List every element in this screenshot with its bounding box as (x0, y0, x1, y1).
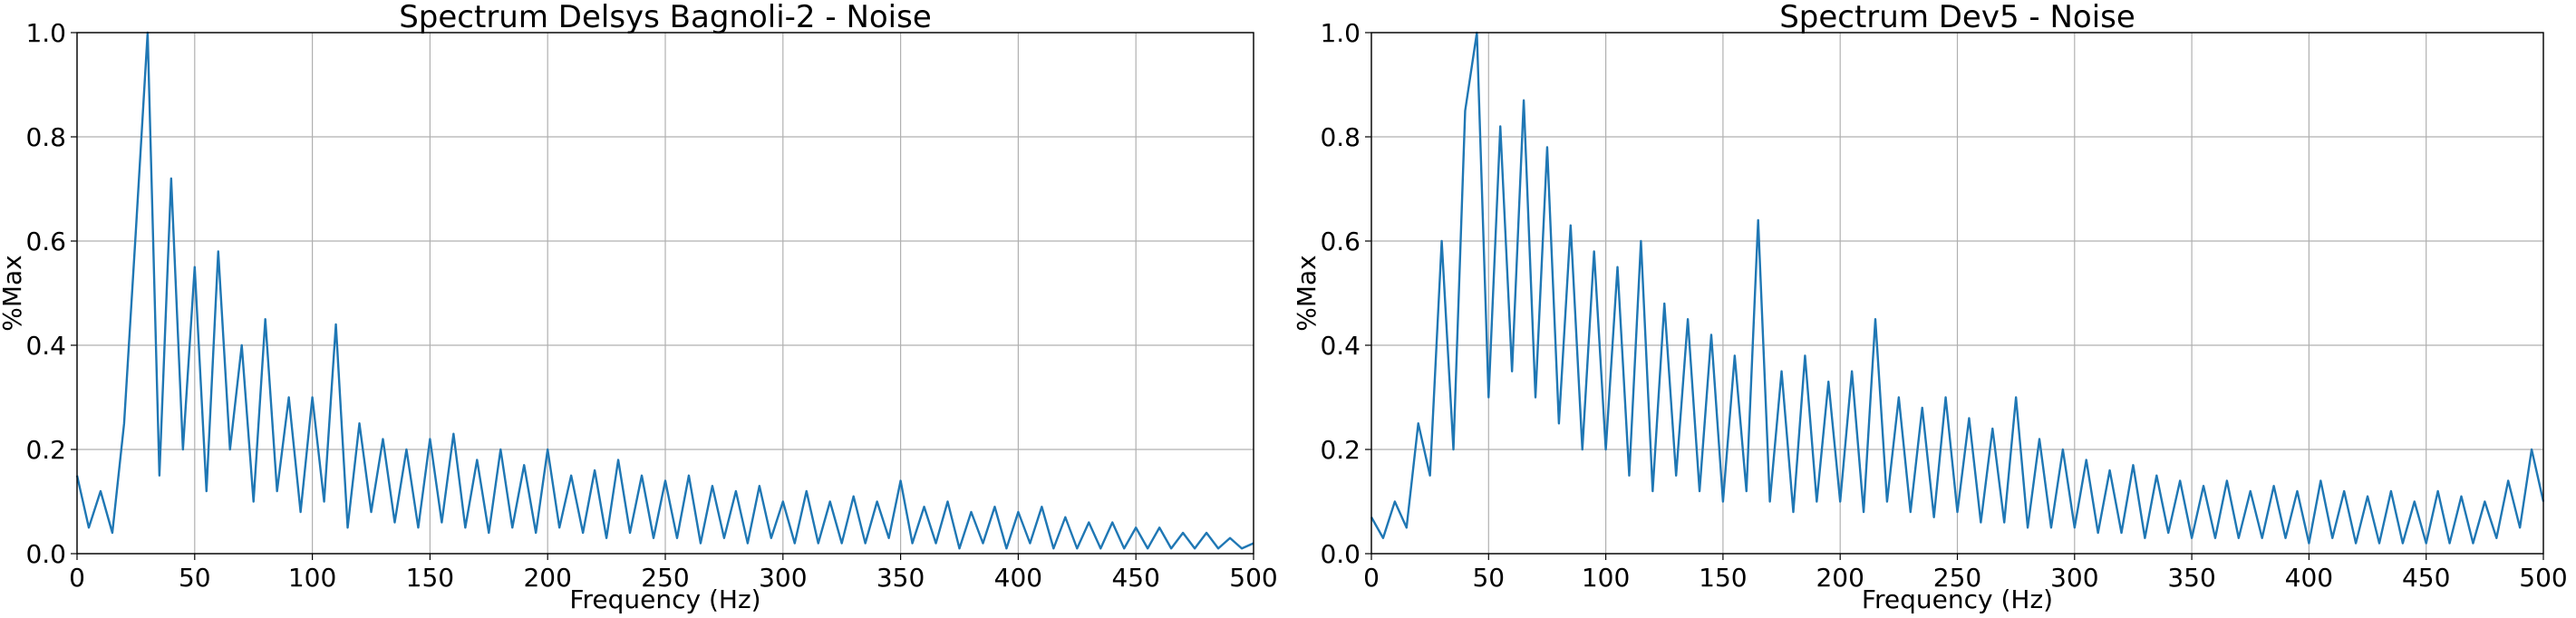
x-tick-label: 250 (641, 563, 689, 593)
plot-frame (76, 32, 1254, 555)
x-tick-label: 50 (1472, 563, 1505, 593)
spectrum-line (1370, 31, 2545, 545)
plot-frame (1370, 32, 2544, 555)
y-tick-label: 0.4 (25, 331, 66, 361)
y-tick-label: 0.6 (25, 227, 66, 256)
y-tick-label: 0.6 (1320, 227, 1361, 256)
chart-title: Spectrum Dev5 - Noise (1779, 0, 2135, 35)
y-tick-label: 0.0 (1320, 539, 1361, 569)
y-tick-label: 0.0 (25, 539, 66, 569)
x-tick-label: 100 (288, 563, 336, 593)
y-tick-label: 0.8 (1320, 122, 1361, 152)
y-axis-label: %Max (0, 255, 27, 332)
x-tick-label: 500 (1229, 563, 1277, 593)
spectrum-line (75, 31, 1254, 550)
chart-title: Spectrum Delsys Bagnoli-2 - Noise (399, 0, 932, 35)
x-tick-label: 0 (69, 563, 85, 593)
x-tick-label: 0 (1363, 563, 1380, 593)
y-axis-label: %Max (1292, 255, 1322, 332)
x-tick-label: 350 (2167, 563, 2215, 593)
x-tick-label: 200 (523, 563, 571, 593)
x-tick-label: 150 (1699, 563, 1747, 593)
x-tick-label: 250 (1933, 563, 1981, 593)
x-tick-label: 100 (1582, 563, 1630, 593)
x-tick-label: 400 (2285, 563, 2333, 593)
x-tick-label: 400 (994, 563, 1042, 593)
x-tick-label: 300 (759, 563, 807, 593)
y-tick-label: 0.2 (1320, 435, 1361, 465)
x-axis-label: Frequency (Hz) (1862, 584, 2053, 614)
x-tick-label: 50 (179, 563, 211, 593)
y-tick-label: 1.0 (25, 18, 66, 48)
x-tick-label: 150 (406, 563, 454, 593)
x-tick-label: 500 (2519, 563, 2567, 593)
x-tick-label: 300 (2050, 563, 2098, 593)
y-tick-label: 0.2 (25, 435, 66, 465)
x-tick-label: 350 (876, 563, 925, 593)
y-tick-label: 0.8 (25, 122, 66, 152)
x-tick-label: 200 (1816, 563, 1864, 593)
x-axis-label: Frequency (Hz) (569, 584, 760, 614)
y-tick-label: 0.4 (1320, 331, 1361, 361)
y-tick-label: 1.0 (1320, 18, 1361, 48)
x-tick-label: 450 (2402, 563, 2450, 593)
x-tick-label: 450 (1111, 563, 1159, 593)
